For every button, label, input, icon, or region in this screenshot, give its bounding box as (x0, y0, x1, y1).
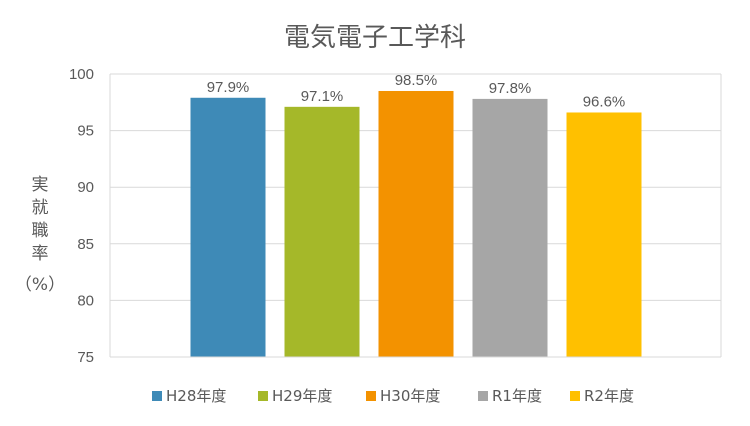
y-tick-label: 80 (77, 292, 94, 309)
y-tick-label: 75 (77, 349, 94, 366)
data-label: 96.6% (583, 93, 626, 110)
y-axis-label-char: 実 (32, 175, 49, 195)
data-label: 97.1% (301, 88, 344, 105)
bar-R2年度 (566, 112, 642, 357)
y-tick-label: 90 (77, 179, 94, 196)
legend-swatch (478, 391, 488, 401)
data-label: 98.5% (395, 72, 438, 89)
legend-label: R1年度 (492, 387, 542, 405)
bar-H29年度 (284, 106, 360, 357)
y-axis-label-char: 就 (32, 198, 49, 218)
bar-H30年度 (378, 90, 454, 357)
data-label: 97.9% (207, 79, 250, 96)
legend-label: H30年度 (380, 387, 440, 405)
legend-swatch (258, 391, 268, 401)
y-axis-label-char: 率 (32, 244, 49, 264)
legend: H28年度 H29年度 H30年度 R1年度 R2年度 (152, 387, 634, 405)
y-tick-label: 95 (77, 123, 94, 140)
legend-swatch (570, 391, 580, 401)
y-axis-label-char: 職 (32, 221, 49, 241)
y-axis-ticks: 75 80 85 90 95 100 (69, 66, 94, 366)
legend-label: H28年度 (166, 387, 226, 405)
y-tick-label: 85 (77, 236, 94, 253)
bar-R1年度 (472, 98, 548, 358)
data-labels: 97.9% 97.1% 98.5% 97.8% 96.6% (207, 72, 626, 111)
legend-swatch (366, 391, 376, 401)
y-axis-unit: （%） (15, 275, 65, 295)
chart-title: 電気電子工学科 (284, 23, 466, 53)
bars (110, 90, 721, 358)
bar-H28年度 (190, 97, 266, 357)
y-tick-label: 100 (69, 66, 94, 83)
data-label: 97.8% (489, 80, 532, 97)
legend-swatch (152, 391, 162, 401)
legend-label: R2年度 (584, 387, 634, 405)
legend-label: H29年度 (272, 387, 332, 405)
